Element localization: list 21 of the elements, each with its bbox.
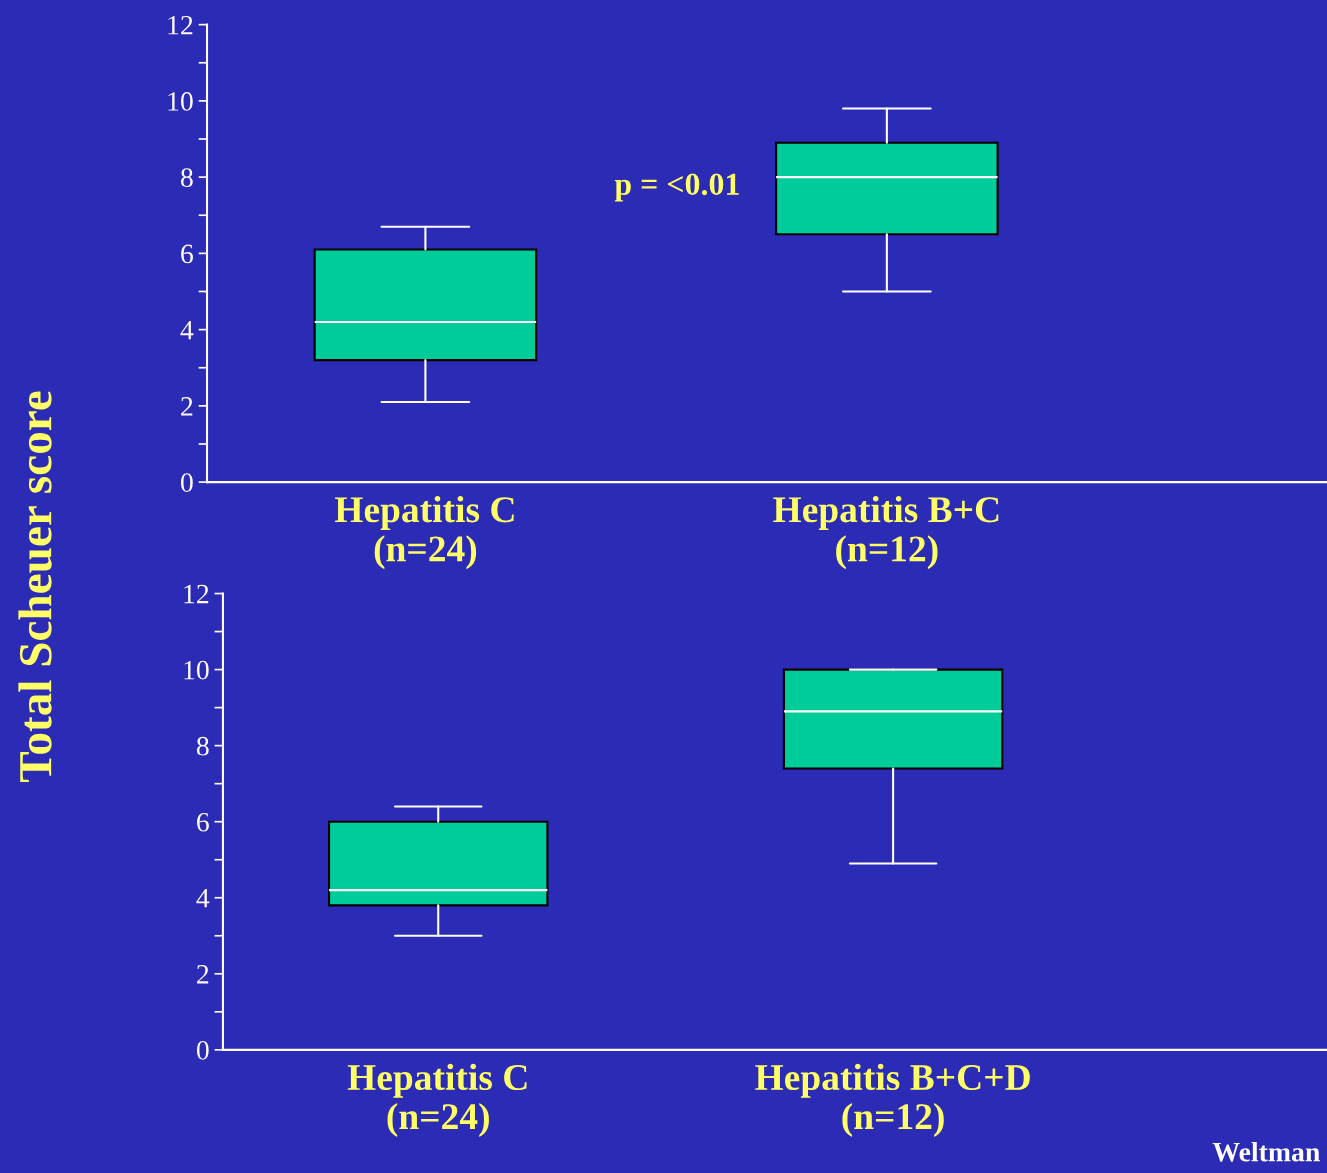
y-tick-label: 2 (197, 965, 209, 984)
y-tick-label: 10 (168, 92, 193, 111)
y-tick-label: 4 (180, 320, 194, 340)
y-tick-label: 10 (184, 660, 209, 680)
y-tick-label: 2 (181, 397, 193, 416)
annotation: p = <0.01 (614, 173, 739, 202)
y-tick-label: 8 (196, 736, 209, 756)
y-tick-label: 0 (196, 1041, 209, 1060)
text: Weltman (1212, 1141, 1320, 1162)
y-tick-label: 6 (181, 244, 193, 264)
y-axis-title: Total Scheuer score (18, 391, 52, 783)
y-tick-label: 6 (197, 812, 209, 832)
y-tick-label: 4 (196, 889, 210, 908)
x-tick-label: Hepatitis C (n=24) (334, 495, 514, 570)
y-tick-label: 12 (184, 584, 209, 604)
y-tick-label: 8 (180, 168, 193, 188)
y-tick-label: 12 (168, 15, 193, 35)
x-tick-label: Hepatitis C (n=24) (347, 1063, 527, 1137)
x-tick-label: Hepatitis B+C (n=12) (773, 495, 999, 570)
y-tick-label: 0 (180, 473, 193, 493)
x-tick-label: Hepatitis B+C+D (n=12) (755, 1063, 1030, 1137)
